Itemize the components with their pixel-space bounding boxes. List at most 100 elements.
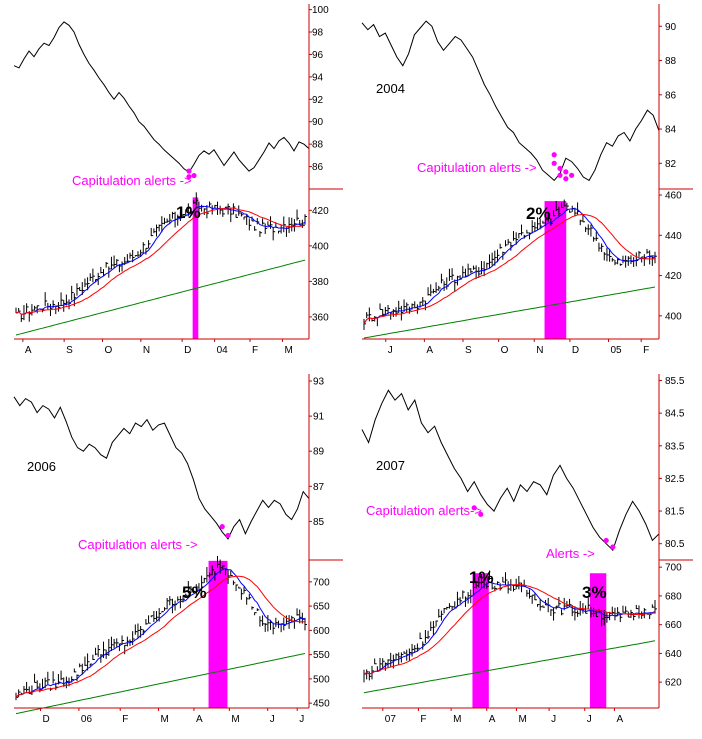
x-axis-month-label: 04 — [217, 345, 229, 356]
top-y-tick-label: 82.5 — [665, 474, 685, 485]
x-axis-month-label: M — [518, 714, 526, 725]
x-axis-month-label: M — [161, 714, 169, 725]
x-axis-month-label: M — [284, 345, 292, 356]
price-line-top — [13, 396, 310, 540]
capitulation-alert-dot — [186, 168, 192, 174]
x-axis-month-label: A — [426, 345, 433, 356]
top-y-tick-label: 85 — [313, 517, 325, 528]
x-axis-month-label: J — [551, 714, 556, 725]
percent-label: 1% — [469, 568, 494, 587]
top-y-tick-label: 86 — [665, 90, 677, 101]
bottom-y-tick-label: 380 — [312, 277, 329, 288]
x-axis-month-label: F — [252, 345, 258, 356]
x-axis-month-label: J — [299, 714, 304, 725]
ma-slow-line — [15, 653, 306, 715]
top-y-tick-label: 88 — [312, 140, 324, 151]
capitulation-alert-dot — [557, 165, 563, 172]
capitulation-alert-dot — [186, 174, 192, 180]
alert-period-bar — [219, 560, 228, 708]
capitulation-alert-dot — [603, 537, 609, 544]
x-axis-month-label: A — [489, 714, 496, 725]
top-y-tick-label: 90 — [665, 22, 677, 33]
x-axis-month-label: M — [453, 714, 461, 725]
ma-fast-line — [363, 208, 656, 325]
price-line-top — [13, 21, 310, 173]
x-axis-month-label: D — [43, 714, 50, 725]
x-axis-month-label: S — [66, 345, 73, 356]
bottom-y-tick-label: 450 — [313, 699, 330, 710]
chart-panel-4 — [361, 374, 693, 711]
capitulation-alert-dot — [551, 160, 557, 166]
x-axis-month-label: N — [143, 345, 150, 356]
top-y-tick-label: 85.5 — [665, 376, 685, 387]
year-label: 2006 — [27, 459, 56, 474]
ma-slow-line — [363, 286, 656, 339]
capitulation-alerts-label: Capitulation alerts -> — [417, 160, 537, 175]
x-axis-month-label: F — [420, 714, 426, 725]
top-y-tick-label: 96 — [312, 50, 324, 61]
chart-panel-2 — [361, 4, 693, 342]
alert-period-bar — [192, 197, 199, 339]
capitulation-alert-dot — [569, 172, 575, 178]
capitulation-alert-dot — [551, 152, 557, 158]
bottom-y-tick-label: 420 — [665, 271, 682, 282]
top-y-tick-label: 92 — [312, 95, 324, 106]
top-y-tick-label: 84.5 — [665, 409, 685, 420]
alert-period-bar — [544, 201, 567, 339]
bottom-y-tick-label: 500 — [313, 674, 330, 685]
x-axis-month-label: D — [184, 345, 191, 356]
capitulation-alerts-label: Capitulation alerts -> — [78, 537, 198, 552]
capitulation-alert-dot — [191, 172, 197, 179]
alert-period-bar — [472, 573, 489, 708]
top-y-tick-label: 84 — [665, 125, 677, 136]
x-axis-month-label: J — [388, 345, 393, 356]
x-axis-month-label: A — [25, 345, 32, 356]
alert-period-bar — [208, 560, 215, 708]
x-axis-month-label: J — [270, 714, 275, 725]
bottom-y-tick-label: 660 — [665, 620, 682, 631]
price-line-top — [361, 389, 660, 552]
top-y-tick-label: 88 — [665, 56, 677, 67]
bottom-y-tick-label: 700 — [313, 577, 330, 588]
year-label: 2007 — [376, 458, 405, 473]
ma-fast-line — [15, 567, 306, 698]
ma-fast-line — [15, 205, 306, 315]
top-y-tick-label: 91 — [313, 412, 325, 423]
x-axis-month-label: J — [587, 714, 592, 725]
top-y-tick-label: 83.5 — [665, 441, 685, 452]
bottom-y-tick-label: 620 — [665, 678, 682, 689]
x-axis-month-label: N — [536, 345, 543, 356]
ma-slow-line — [363, 640, 656, 694]
bottom-y-tick-label: 640 — [665, 649, 682, 660]
capitulation-alert-dot — [478, 511, 484, 517]
bottom-y-tick-label: 600 — [313, 626, 330, 637]
top-y-tick-label: 89 — [313, 447, 325, 458]
top-y-tick-label: 94 — [312, 72, 324, 83]
top-y-tick-label: 82 — [665, 159, 677, 170]
bottom-y-tick-label: 550 — [313, 650, 330, 661]
bottom-y-tick-label: 460 — [665, 191, 682, 202]
x-axis-month-label: M — [231, 714, 239, 725]
capitulation-alert-dot — [557, 172, 563, 178]
x-axis-month-label: 07 — [385, 714, 397, 725]
x-axis-month-label: D — [572, 345, 579, 356]
bottom-y-tick-label: 400 — [665, 311, 682, 322]
year-label: 2004 — [376, 81, 405, 96]
capitulation-alert-dot — [219, 524, 225, 530]
top-y-tick-label: 98 — [312, 28, 324, 39]
top-y-tick-label: 87 — [313, 482, 325, 493]
ma-mid-line — [363, 213, 656, 325]
x-axis-month-label: 05 — [611, 345, 623, 356]
x-axis-month-label: S — [465, 345, 472, 356]
alert-period-bar — [213, 560, 220, 708]
top-y-tick-label: 100 — [312, 5, 329, 16]
x-axis-month-label: F — [122, 714, 128, 725]
bottom-y-tick-label: 680 — [665, 591, 682, 602]
capitulation-alert-dot — [563, 176, 569, 182]
top-y-tick-label: 80.5 — [665, 539, 685, 550]
chart-panel-1 — [13, 4, 343, 342]
bottom-y-tick-label: 420 — [312, 206, 329, 217]
bottom-y-tick-label: 360 — [312, 312, 329, 323]
bottom-y-tick-label: 440 — [665, 231, 682, 242]
